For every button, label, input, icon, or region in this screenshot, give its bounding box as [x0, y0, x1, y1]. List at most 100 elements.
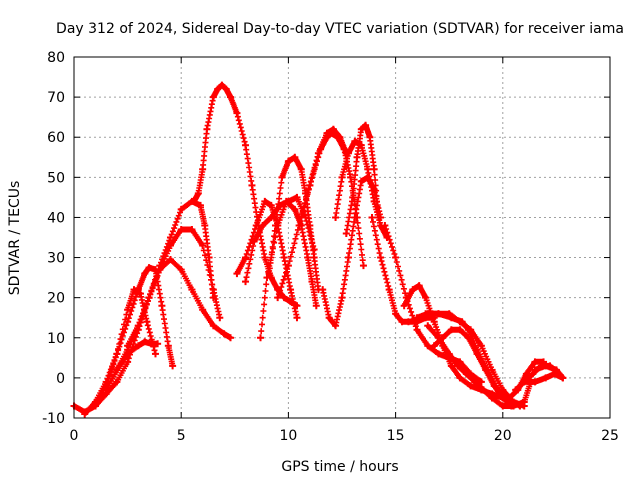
data-point	[304, 254, 312, 262]
data-point	[462, 370, 470, 378]
data-point	[359, 262, 367, 270]
x-axis-label: GPS time / hours	[281, 459, 398, 475]
data-point	[199, 306, 207, 314]
data-point	[145, 294, 153, 302]
data-point	[242, 278, 250, 286]
data-point	[325, 314, 333, 322]
data-point	[447, 314, 455, 322]
data-point	[357, 125, 365, 133]
data-point	[520, 378, 528, 386]
data-point	[413, 314, 421, 322]
data-point	[458, 318, 466, 326]
data-point	[267, 201, 275, 209]
data-point	[291, 205, 299, 213]
data-point	[366, 133, 374, 141]
data-point	[293, 193, 301, 201]
data-point	[473, 346, 481, 354]
chart-title: Day 312 of 2024, Sidereal Day-to-day VTE…	[56, 21, 624, 37]
series-arc-16	[342, 121, 382, 237]
data-point	[188, 286, 196, 294]
data-point	[177, 205, 185, 213]
data-point	[542, 374, 550, 382]
data-point	[113, 350, 121, 358]
x-tick-label: 0	[70, 428, 79, 444]
data-point	[319, 286, 327, 294]
data-point	[370, 165, 378, 173]
data-point	[488, 394, 496, 402]
data-point	[188, 225, 196, 233]
data-point	[344, 149, 352, 157]
data-point	[404, 318, 412, 326]
data-point	[342, 229, 350, 237]
data-point	[409, 286, 417, 294]
data-point	[364, 165, 372, 173]
data-point	[430, 342, 438, 350]
series-arc-18	[381, 221, 485, 386]
y-tick-label: 30	[47, 251, 65, 267]
data-point	[124, 358, 132, 366]
data-point	[169, 362, 177, 370]
data-point	[227, 334, 235, 342]
data-point	[209, 322, 217, 330]
data-point	[113, 366, 121, 374]
axis-ticks: 0 5 10 15 20 25 -10 0 10 20 30 40 50 60 70 80	[42, 50, 619, 444]
plot-frame	[73, 56, 611, 419]
data-point	[205, 254, 213, 262]
data-point	[252, 221, 260, 229]
data-point	[495, 386, 503, 394]
data-point	[177, 225, 185, 233]
data-point	[499, 402, 507, 410]
data-point	[392, 254, 400, 262]
data-point	[166, 234, 174, 241]
data-point	[124, 342, 132, 350]
data-point	[242, 141, 250, 149]
data-point	[510, 402, 518, 410]
y-tick-label: 0	[56, 371, 65, 387]
data-point	[434, 310, 442, 318]
data-point	[484, 366, 492, 374]
data-point	[222, 85, 230, 93]
y-tick-label: 70	[47, 90, 65, 106]
series-markers	[298, 126, 350, 221]
y-tick-label: 50	[47, 170, 65, 186]
data-point	[218, 81, 226, 89]
data-point	[274, 294, 282, 302]
data-point	[413, 326, 421, 334]
data-point	[344, 254, 352, 262]
data-point	[102, 378, 110, 386]
data-point	[278, 173, 286, 181]
data-point	[456, 326, 464, 334]
data-point	[141, 270, 149, 278]
data-point	[257, 334, 265, 342]
data-point	[310, 254, 318, 262]
y-tick-label: 80	[47, 50, 65, 66]
data-point	[209, 93, 217, 101]
data-point	[196, 201, 204, 209]
data-point	[336, 133, 344, 141]
data-point	[374, 213, 382, 221]
data-point	[209, 294, 217, 302]
data-point	[284, 157, 292, 165]
data-point	[424, 342, 432, 350]
data-point	[194, 189, 202, 197]
x-tick-label: 25	[601, 428, 619, 444]
data-point	[284, 262, 292, 270]
data-point	[293, 314, 301, 322]
data-point	[400, 302, 408, 310]
data-point	[368, 213, 376, 221]
data-point	[439, 334, 447, 342]
y-axis-label: SDTVAR / TECUs	[7, 181, 23, 296]
data-point	[454, 362, 462, 370]
data-point	[134, 342, 142, 350]
series-markers	[381, 222, 485, 385]
data-point	[357, 177, 365, 185]
data-point	[362, 121, 370, 129]
data-point	[151, 350, 159, 358]
data-point	[147, 340, 155, 348]
data-point	[559, 374, 567, 382]
data-point	[248, 181, 256, 189]
data-point	[398, 318, 406, 326]
data-point	[227, 93, 235, 101]
x-tick-label: 20	[494, 428, 512, 444]
data-point	[291, 153, 299, 161]
